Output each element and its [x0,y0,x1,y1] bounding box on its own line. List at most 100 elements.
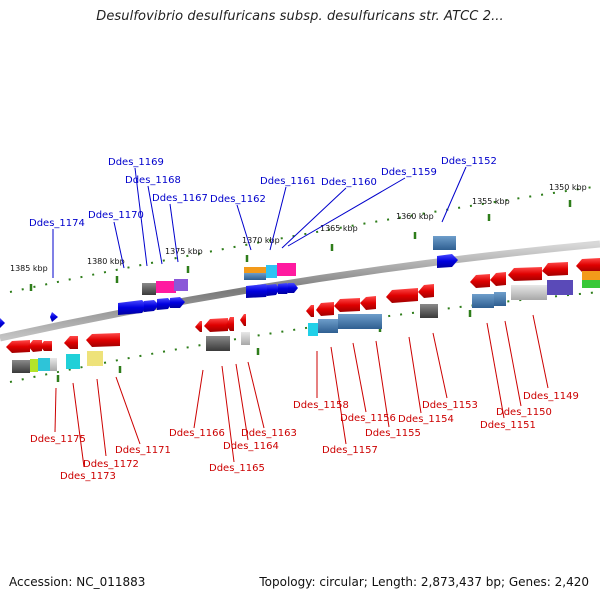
gene-label[interactable]: Ddes_1169 [108,157,164,168]
gene-label[interactable]: Ddes_1165 [209,463,265,474]
scale-labels: 1385 kbp 1380 kbp 1375 kbp 1370 kbp 1365… [10,183,587,273]
gene-arrow[interactable] [64,336,78,349]
gene-arrow[interactable] [306,305,314,317]
genome-backbone [0,240,600,342]
gene-box[interactable] [174,279,188,291]
gene-arrow[interactable] [118,300,148,315]
gene-arrow[interactable] [288,283,298,293]
gene-box[interactable] [12,360,30,373]
gene-arrow[interactable] [0,318,5,328]
gene-arrow[interactable] [470,274,490,288]
gene-label[interactable]: Ddes_1158 [293,400,349,411]
gene-arrow[interactable] [40,341,52,351]
gene-arrow[interactable] [144,300,159,312]
gene-arrow[interactable] [576,258,600,272]
gene-label[interactable]: Ddes_1150 [496,407,552,418]
gene-arrow[interactable] [86,333,120,347]
gene-arrow[interactable] [418,284,434,298]
gene-arrow[interactable] [267,284,280,296]
gene-label[interactable]: Ddes_1172 [83,459,139,470]
gene-box[interactable] [308,323,318,336]
gene-arrow[interactable] [195,321,202,332]
scale-label: 1385 kbp [10,264,48,273]
scale-label: 1365 kbp [320,224,358,233]
gene-box[interactable] [494,292,506,306]
gene-box[interactable] [142,283,156,295]
scale-label: 1370 kbp [242,236,280,245]
gene-box[interactable] [156,281,176,293]
gene-label[interactable]: Ddes_1153 [422,400,478,411]
gene-box[interactable] [511,285,547,300]
gene-box[interactable] [244,273,266,280]
gene-box[interactable] [433,236,456,250]
gene-box[interactable] [30,359,38,372]
scale-label: 1360 kbp [396,212,434,221]
gene-arrow[interactable] [240,314,246,326]
gene-arrow[interactable] [334,298,360,312]
gene-arrow[interactable] [386,288,418,303]
gene-box[interactable] [50,358,57,371]
gene-label[interactable]: Ddes_1167 [152,193,208,204]
gene-label[interactable]: Ddes_1162 [210,194,266,205]
gene-label[interactable]: Ddes_1161 [260,176,316,187]
gene-label[interactable]: Ddes_1164 [223,441,279,452]
gene-label[interactable]: Ddes_1163 [241,428,297,439]
scale-label: 1375 kbp [165,247,203,256]
gene-arrow[interactable] [490,272,506,286]
gene-box[interactable] [582,271,600,280]
bottom-strand-features [6,258,600,373]
gene-arrow[interactable] [437,254,458,268]
gene-arrow[interactable] [204,318,228,332]
gene-label[interactable]: Ddes_1173 [60,471,116,482]
gene-box[interactable] [420,304,438,318]
gene-box[interactable] [66,354,80,369]
gene-box[interactable] [206,336,230,351]
gene-arrow[interactable] [226,317,234,331]
bottom-leaders [54,314,549,468]
gene-label[interactable]: Ddes_1160 [321,177,377,188]
gene-label[interactable]: Ddes_1149 [523,391,579,402]
genome-summary: Topology: circular; Length: 2,873,437 bp… [259,575,589,589]
gene-box[interactable] [547,280,573,295]
gene-box[interactable] [582,280,600,288]
gene-box[interactable] [338,314,382,329]
gene-box[interactable] [472,294,494,308]
gene-arrow[interactable] [246,284,270,298]
gene-arrow[interactable] [360,296,376,310]
gene-label[interactable]: Ddes_1156 [340,413,396,424]
scale-label: 1350 kbp [549,183,587,192]
gene-label[interactable]: Ddes_1154 [398,414,454,425]
gene-box[interactable] [87,351,103,366]
gene-arrow[interactable] [508,267,542,281]
gene-arrow[interactable] [542,262,568,276]
gene-label[interactable]: Ddes_1159 [381,167,437,178]
gene-box[interactable] [277,263,296,276]
top-leaders [52,166,467,278]
scale-label: 1380 kbp [87,257,125,266]
gene-arrow[interactable] [28,340,42,352]
gene-arrow[interactable] [50,312,58,322]
gene-label[interactable]: Ddes_1171 [115,445,171,456]
gene-box[interactable] [244,267,266,273]
gene-box[interactable] [241,332,250,345]
gene-arrow[interactable] [278,283,291,294]
gene-label[interactable]: Ddes_1152 [441,156,497,167]
gene-label[interactable]: Ddes_1175 [30,434,86,445]
scale-label: 1355 kbp [472,197,510,206]
gene-arrow[interactable] [170,297,185,308]
gene-label[interactable]: Ddes_1166 [169,428,225,439]
gene-box[interactable] [38,358,50,371]
gene-label[interactable]: Ddes_1151 [480,420,536,431]
gene-label[interactable]: Ddes_1168 [125,175,181,186]
gene-label[interactable]: Ddes_1174 [29,218,85,229]
gene-label[interactable]: Ddes_1155 [365,428,421,439]
gene-label[interactable]: Ddes_1170 [88,210,144,221]
gene-arrow[interactable] [316,302,334,316]
gene-box[interactable] [266,265,277,278]
gene-box[interactable] [318,319,338,333]
gene-label[interactable]: Ddes_1157 [322,445,378,456]
map-title: Desulfovibrio desulfuricans subsp. desul… [96,9,504,24]
gene-arrow[interactable] [157,298,172,310]
gene-arrow[interactable] [6,340,30,353]
